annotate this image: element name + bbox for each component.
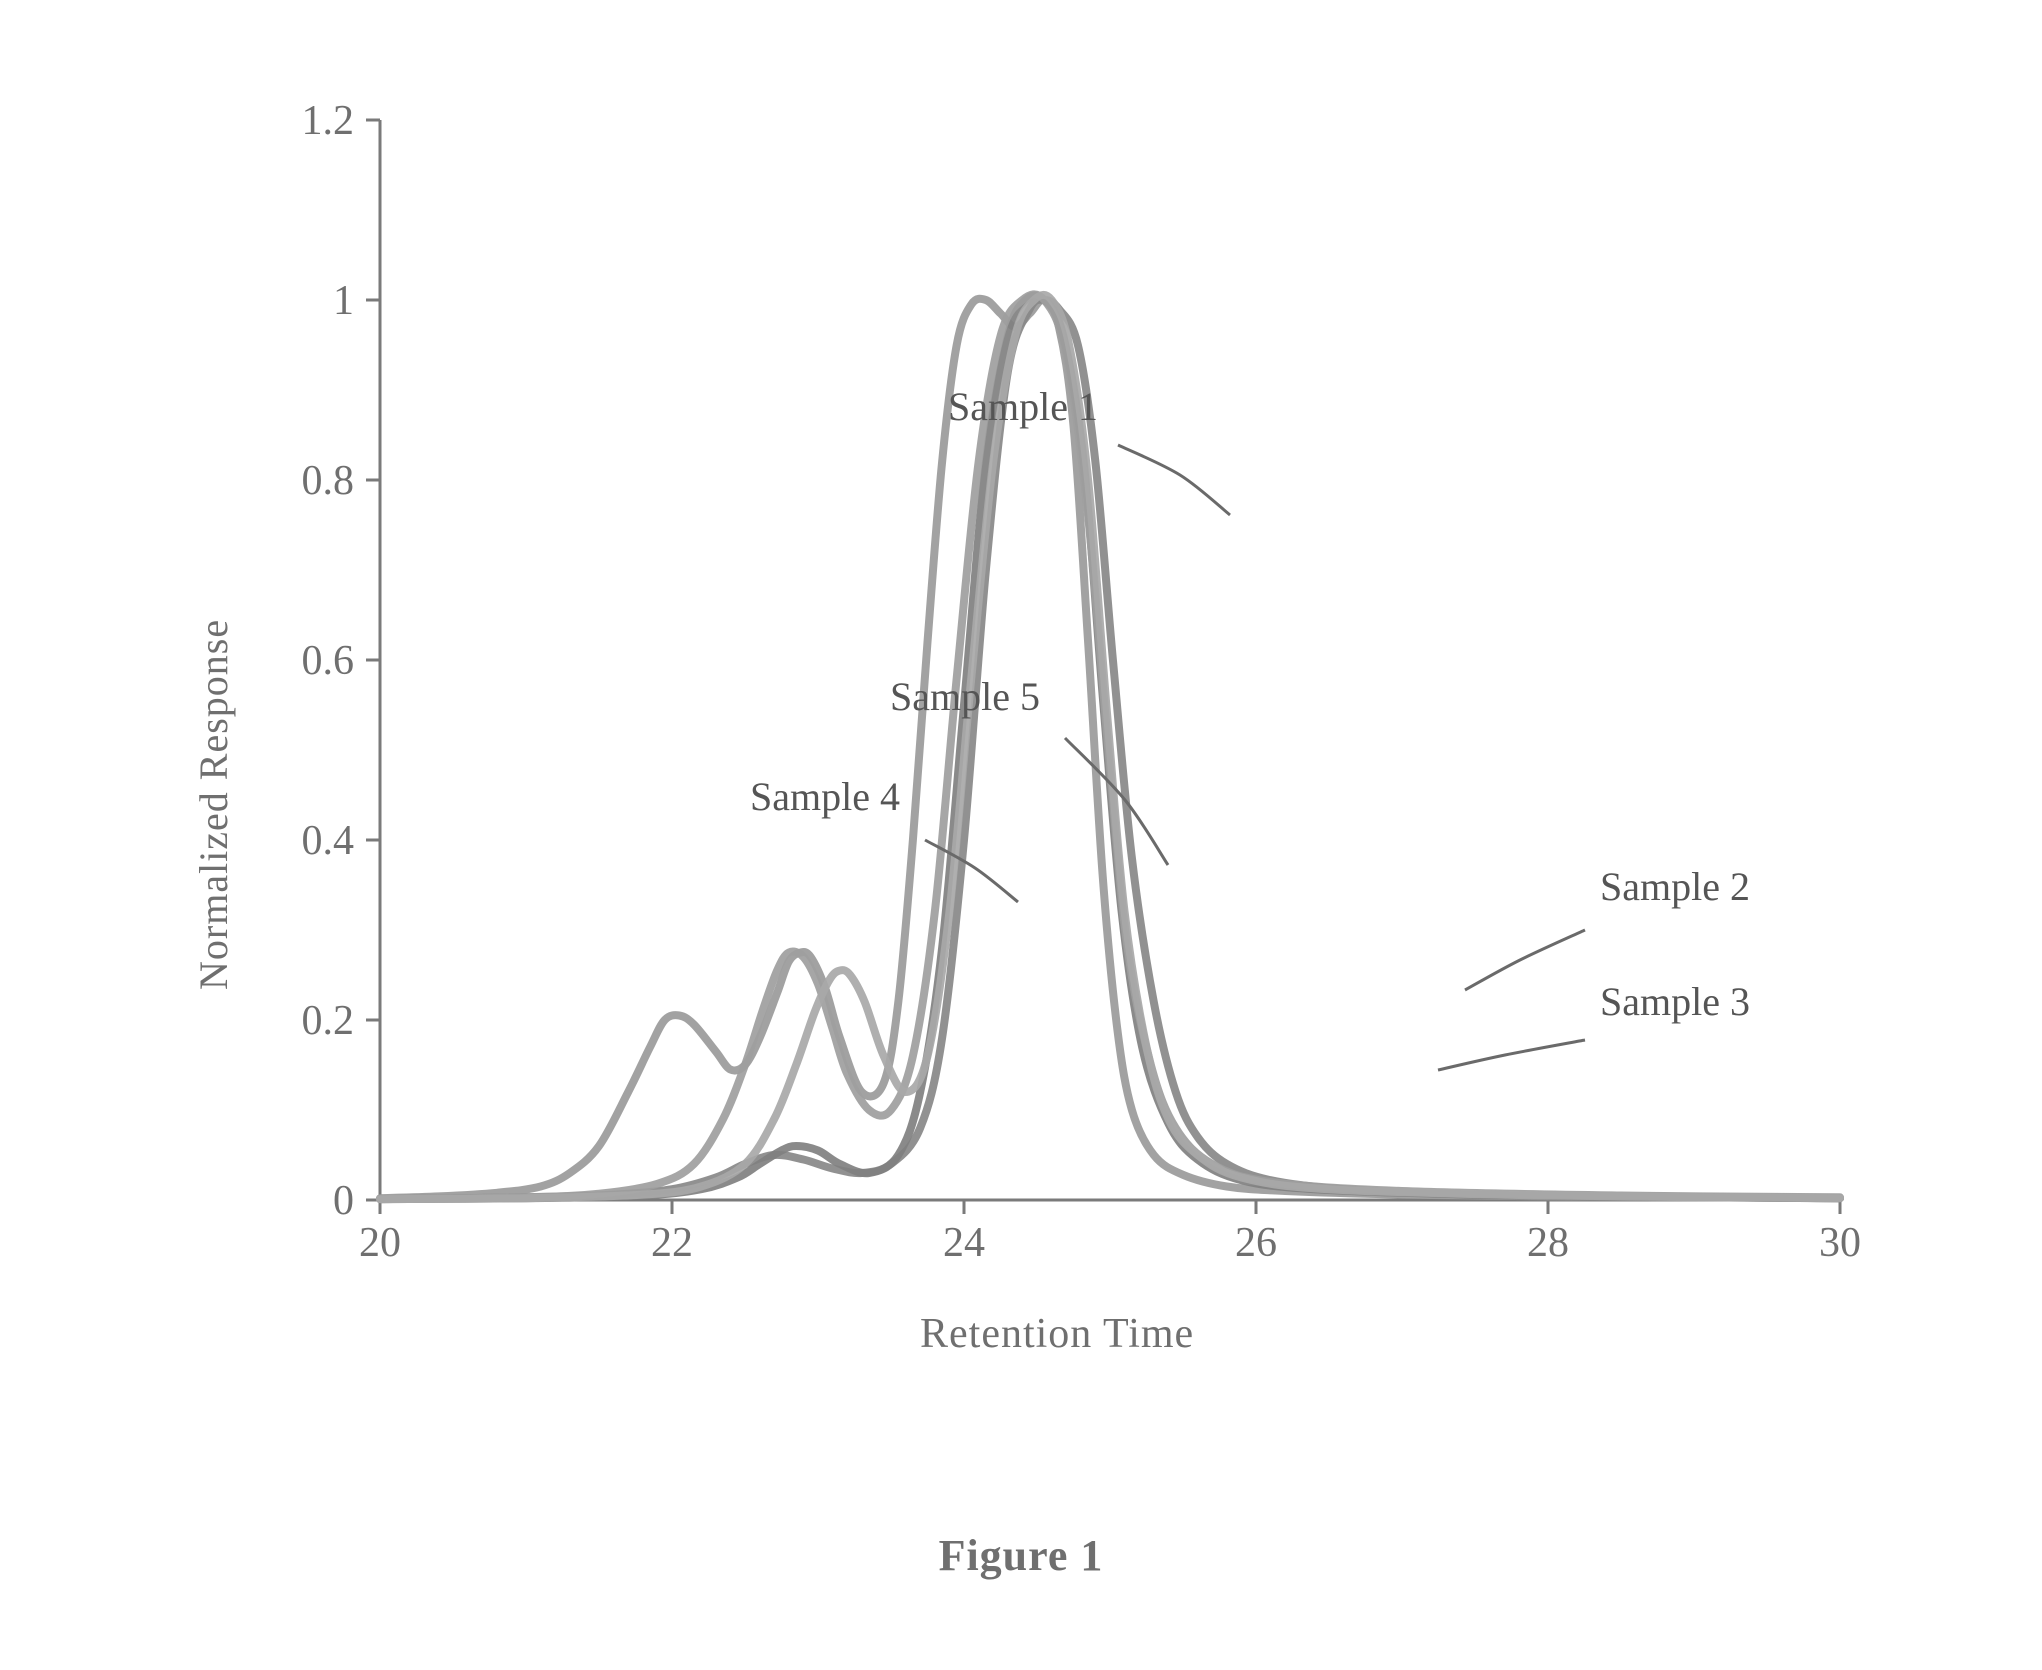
y-axis-label: Normalized Response xyxy=(190,619,237,990)
chart-container: 0 0.2 0.4 0.6 0.8 1 1.2 20 22 24 26 28 30 Sample 1 Sam… xyxy=(120,60,1920,1460)
series-sample-5 xyxy=(380,295,1840,1199)
x-tick-label: 24 xyxy=(943,1220,985,1266)
annotation-label: Sample 3 xyxy=(1600,979,1750,1024)
annotation-label: Sample 4 xyxy=(750,774,900,819)
x-tick-label: 22 xyxy=(651,1220,693,1266)
annotation-leader xyxy=(1465,930,1585,990)
annotation-leader xyxy=(1118,445,1230,515)
annotation-label: Sample 5 xyxy=(890,674,1040,719)
y-tick-label: 1 xyxy=(333,278,354,324)
y-tick-label: 0 xyxy=(333,1178,354,1224)
figure-page: 0 0.2 0.4 0.6 0.8 1 1.2 20 22 24 26 28 30 Sample 1 Sam… xyxy=(0,0,2042,1670)
y-tick-label: 0.8 xyxy=(302,458,355,504)
figure-caption: Figure 1 xyxy=(0,1530,2042,1581)
y-tick-label: 0.4 xyxy=(302,818,355,864)
y-tick-label: 0.6 xyxy=(302,638,355,684)
annotation-label: Sample 2 xyxy=(1600,864,1750,909)
y-tick-label: 1.2 xyxy=(302,98,355,144)
x-tick-label: 30 xyxy=(1819,1220,1861,1266)
x-tick-label: 28 xyxy=(1527,1220,1569,1266)
annotation-leader xyxy=(1438,1040,1585,1070)
x-tick-label: 20 xyxy=(359,1220,401,1266)
y-tick-label: 0.2 xyxy=(302,998,355,1044)
annotation-label: Sample 1 xyxy=(948,384,1098,429)
x-axis-label: Retention Time xyxy=(920,1310,1194,1358)
chart-svg: 0 0.2 0.4 0.6 0.8 1 1.2 20 22 24 26 28 30 Sample 1 Sam… xyxy=(120,60,1920,1460)
x-tick-label: 26 xyxy=(1235,1220,1277,1266)
